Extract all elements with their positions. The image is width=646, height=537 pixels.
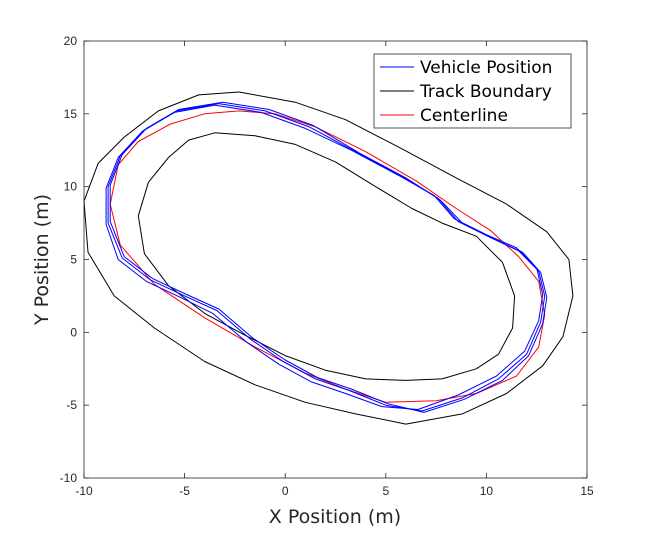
y-tick-label: 10 [64,180,78,194]
legend-label-centerline: Centerline [420,106,508,126]
y-tick-label: 20 [64,34,78,48]
x-tick-label: 5 [382,484,389,498]
y-tick-label: 0 [70,325,77,339]
x-tick-label: -10 [75,484,93,498]
legend-label-track-boundary: Track Boundary [419,82,552,102]
y-tick-label: 15 [64,107,78,121]
x-tick-label: 10 [480,484,494,498]
x-tick-label: 0 [282,484,289,498]
y-tick-label: 5 [70,253,77,267]
x-axis-label: X Position (m) [269,506,401,528]
y-tick-label: -10 [60,471,78,485]
series-track-boundary-line-1 [83,91,574,425]
series-vehicle-position-line-3 [109,101,548,413]
x-tick-label: 15 [580,484,594,498]
legend: Vehicle Position Track Boundary Centerli… [373,53,572,129]
y-axis-label: Y Position (m) [31,194,53,326]
series-centerline-line-1 [109,110,546,403]
x-tick-label: -5 [179,484,190,498]
ticks-layer: -10 -5 0 5 10 15 -10 -5 0 5 10 15 20 [60,34,594,498]
legend-label-vehicle-position: Vehicle Position [420,58,552,78]
series-track-boundary-line-2 [137,132,516,381]
y-tick-label: -5 [66,398,77,412]
series-layer [83,91,574,425]
